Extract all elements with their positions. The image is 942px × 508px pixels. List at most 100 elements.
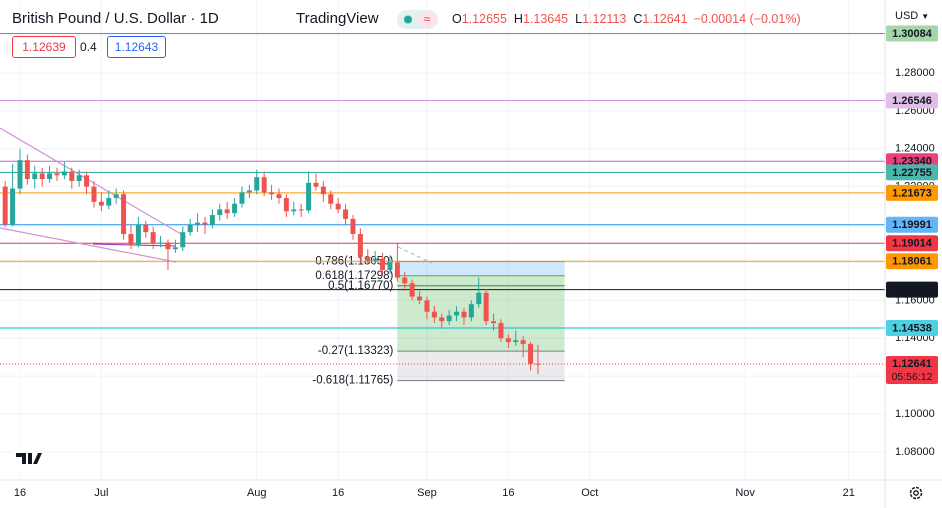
x-tick-label: Oct [581,487,598,499]
time-axis [0,480,885,508]
ohlc-value: 1.12641 [642,12,688,26]
price-level-label: 1.14538 [892,322,932,334]
candle-body [306,182,312,211]
candle-body [491,321,497,324]
price-level-badge [886,235,938,252]
ohlc-legend: O1.12655 H1.13645 L1.12113 C1.12641 −0.00014… [452,12,801,26]
candle-body [165,242,171,250]
drawings [0,127,433,264]
candle-body [431,311,437,318]
price-level-badge [886,92,938,109]
price-level-label: 1.18061 [892,256,932,268]
ohlc-value: 1.13645 [522,12,569,26]
candle-body [365,256,371,261]
dropdown-arrow: ▼ [921,12,930,21]
candle-body [468,304,474,318]
candle-body [113,194,119,199]
price-level-badge [886,320,938,337]
candle-body [209,215,215,225]
toggle-icon[interactable]: ≈ [397,10,438,29]
fib-zone [397,351,565,381]
candle-body [291,209,297,212]
settings-button[interactable] [909,486,923,500]
x-tick-label: 16 [502,487,514,499]
ohlc-key: H [513,12,523,26]
price-level-label: 1.19014 [892,238,933,250]
candle-body [343,209,349,219]
candle-body [239,192,245,204]
candle-body [121,194,127,235]
bar-countdown: 05:56:12 [892,371,933,383]
price-level-label: 1.19991 [892,219,932,231]
current-price-badge [886,356,938,385]
candle-body [143,224,149,233]
candle-body [439,317,445,322]
y-tick-label: 1.08000 [895,446,935,458]
candle-body [47,173,53,180]
x-tick-label: Aug [247,487,267,499]
projection-line [397,246,433,264]
candle-body [357,234,363,257]
x-tick-label: 16 [14,487,26,499]
candle-body [217,209,223,216]
ohlc-key: L [575,12,583,26]
price-level-badge [886,253,938,270]
candle-body [283,198,289,212]
y-tick-label: 1.10000 [895,408,935,420]
candle-body [76,175,82,181]
fib-label: -0.618(1.11765) [312,375,393,387]
candle-body [498,323,504,339]
price-level-label: 1.30084 [892,28,933,40]
candle-body [520,340,526,344]
ohlc-value: 1.12113 [582,12,627,26]
candle-body [424,300,430,312]
candle-body [84,175,90,187]
candle-body [61,171,67,176]
ask-button[interactable]: 1.12643 [107,36,166,58]
y-tick-label: 1.24000 [895,143,935,155]
svg-text:≈: ≈ [424,12,431,26]
candle-body [246,190,252,193]
tradingview-logo[interactable] [12,446,44,472]
candle-body [350,218,356,235]
fib-label: 0.5(1.16770) [328,280,393,292]
fib-label: -0.27(1.13323) [318,345,394,357]
candle-body [17,160,23,189]
x-tick-label: 21 [843,487,855,499]
fib-label: 0.618(1.17298) [315,270,393,282]
candle-body [150,232,156,244]
trend-line [92,243,177,247]
y-tick-label: 1.28000 [895,67,935,79]
candle-body [269,192,275,195]
price-level-badge [886,216,938,233]
candle-body [195,222,201,225]
candle-body [91,186,97,202]
bid-button[interactable]: 1.12639 [12,36,76,58]
ohlc-change: −0.00014 (−0.01%) [693,12,801,26]
price-level-label: 1.22755 [892,167,932,179]
candle-body [276,194,282,199]
candle-body [505,338,511,343]
x-tick-label: Nov [735,487,755,499]
price-level-label: 1.16566 [892,284,932,296]
trend-line [0,227,177,263]
candle-body [528,343,534,364]
spread: 0.4 [80,40,97,54]
candle-body [261,177,267,193]
candle-body [69,171,75,181]
candle-body [513,340,519,343]
candle-body [446,315,452,322]
candle-body [135,224,141,246]
candle-body [454,311,460,316]
brand: TradingView [296,10,379,27]
currency-menu[interactable]: USD ▼ [895,10,929,22]
ohlc-value: 1.12655 [461,12,507,26]
x-tick-label: 16 [332,487,344,499]
x-tick-label: Jul [94,487,108,499]
candle-body [187,224,193,233]
price-level-badge [886,25,938,42]
candle-body [409,283,415,297]
ohlc-key: C [633,12,643,26]
x-tick-label: Sep [417,487,437,499]
